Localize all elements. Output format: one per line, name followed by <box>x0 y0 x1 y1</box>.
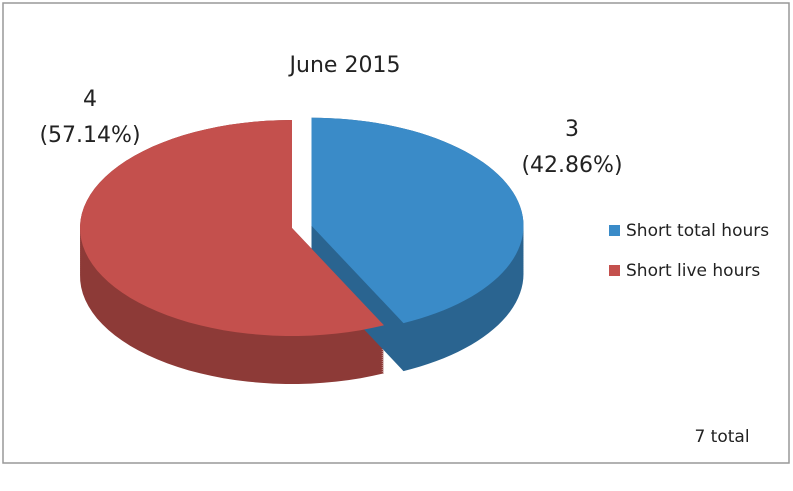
legend-swatch <box>609 225 620 236</box>
percent-label: (57.14%) <box>39 123 140 148</box>
data-label: 4 <box>83 87 97 112</box>
data-label: 3 <box>565 117 579 142</box>
chart-title: June 2015 <box>288 53 401 78</box>
legend-swatch <box>609 265 620 276</box>
legend-label: Short live hours <box>626 261 760 281</box>
legend-label: Short total hours <box>626 221 769 241</box>
slice <box>80 120 384 336</box>
slice <box>311 117 524 324</box>
percent-label: (42.86%) <box>521 153 622 178</box>
annotation: 7 total <box>694 427 749 447</box>
